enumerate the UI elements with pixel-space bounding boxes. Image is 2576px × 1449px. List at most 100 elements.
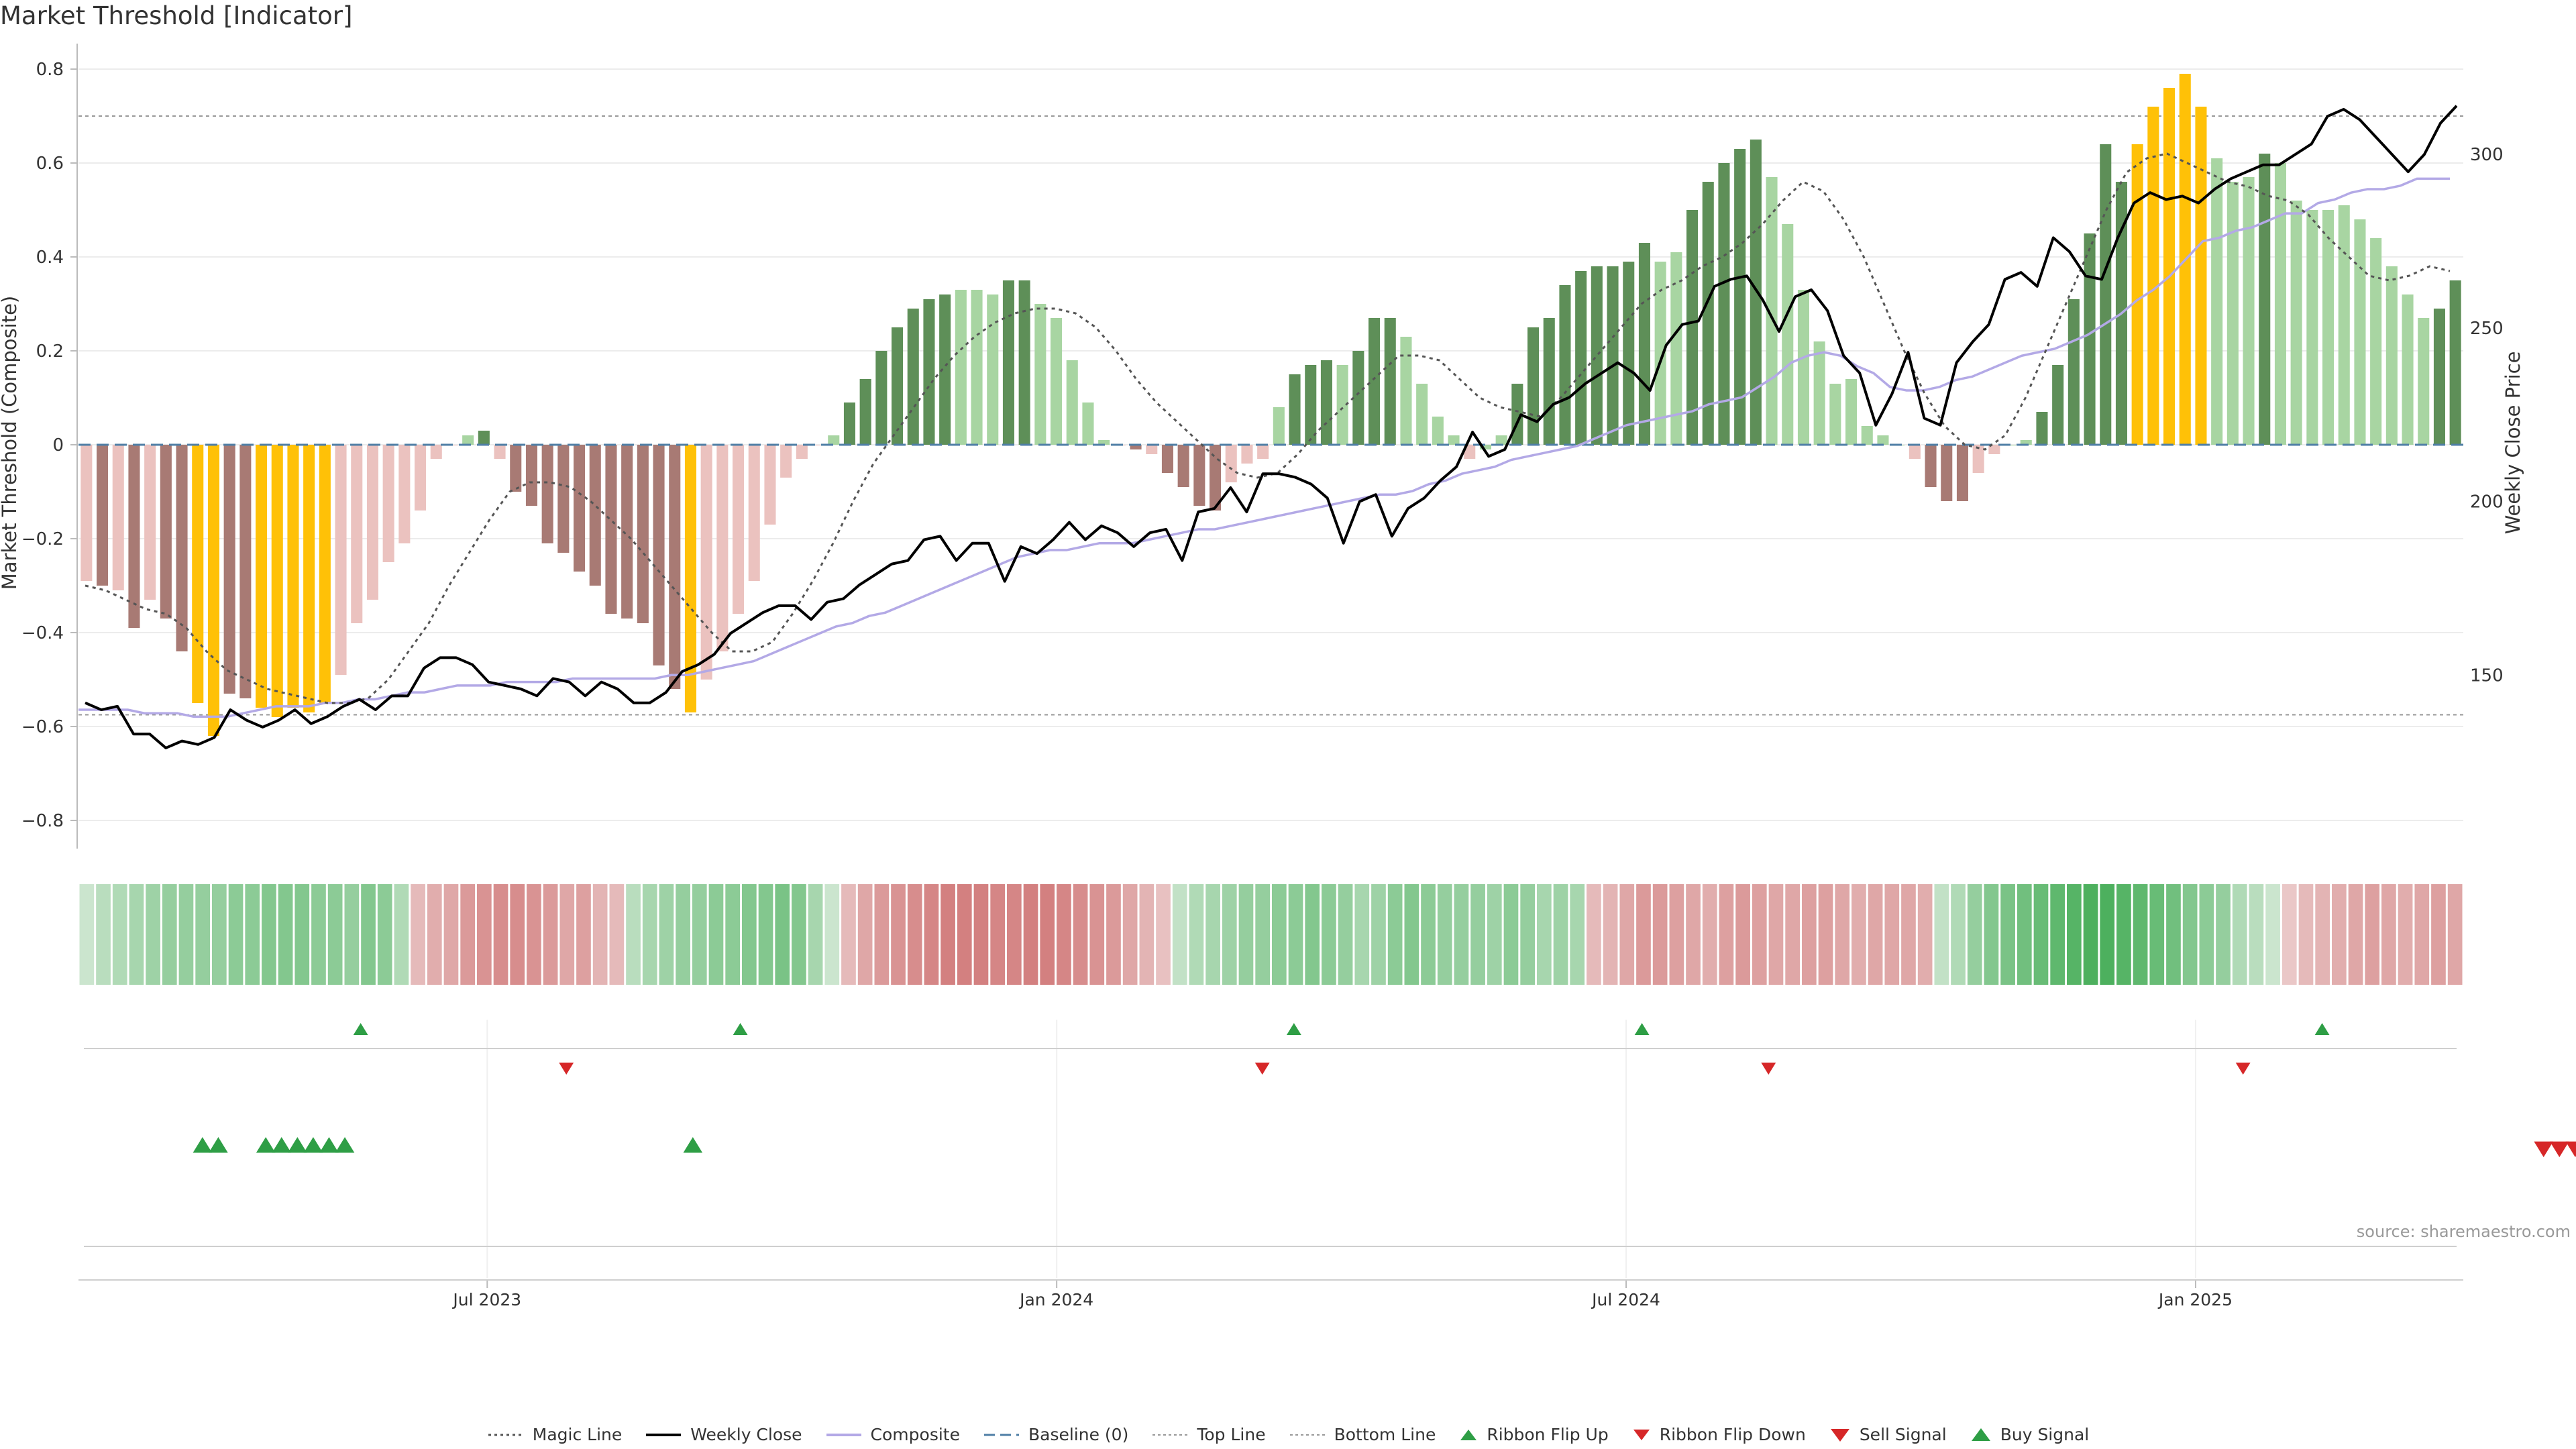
composite-bar xyxy=(478,431,490,445)
composite-bar xyxy=(780,445,792,478)
ribbon-cell xyxy=(874,884,890,985)
composite-bar xyxy=(2147,107,2159,445)
ribbon-cell xyxy=(411,884,425,985)
ribbon-cell xyxy=(1603,884,1618,985)
ribbon-cell xyxy=(1172,884,1187,985)
ribbon-cell xyxy=(824,884,840,985)
ribbon-cell xyxy=(1487,884,1502,985)
ribbon-cell xyxy=(344,884,360,985)
ribbon-flip-down-marker xyxy=(1254,1063,1270,1075)
ribbon-cell xyxy=(576,884,591,985)
composite-bar xyxy=(1972,445,1984,473)
buy-triangle-icon xyxy=(1971,1428,1990,1441)
ribbon-cell xyxy=(2348,884,2363,985)
legend-item-baseline: Baseline (0) xyxy=(983,1425,1128,1444)
composite-bar xyxy=(1479,445,1491,449)
ribbon-cell xyxy=(2365,884,2380,985)
ribbon-cell xyxy=(2067,884,2082,985)
gridlines xyxy=(78,68,2463,821)
ribbon-cell xyxy=(676,884,690,985)
ribbon-cell xyxy=(957,884,972,985)
ribbon-cell xyxy=(857,884,873,985)
composite-bar xyxy=(2036,412,2048,445)
legend-item-bottom-line: Bottom Line xyxy=(1289,1425,1436,1444)
legend-label: Weekly Close xyxy=(690,1425,802,1444)
composite-bar xyxy=(1686,210,1699,445)
weekly-close-line xyxy=(85,105,2458,749)
sell-signal-marker xyxy=(2549,1141,2569,1157)
ribbon-cell xyxy=(725,884,740,985)
buy-signal-marker xyxy=(272,1137,292,1153)
buy-signal-marker xyxy=(288,1137,307,1153)
buy-signal-marker xyxy=(319,1137,339,1153)
composite-bar xyxy=(1320,360,1332,445)
composite-bar xyxy=(2322,210,2334,445)
ribbon-cell xyxy=(2431,884,2446,985)
ribbon-cell xyxy=(1570,884,1585,985)
ribbon-cell xyxy=(1503,884,1519,985)
ribbon-cell xyxy=(2332,884,2347,985)
composite-bar xyxy=(796,445,808,459)
ribbon-cell xyxy=(659,884,674,985)
ribbon-cell xyxy=(2216,884,2231,985)
composite-bar xyxy=(2052,365,2064,445)
composite-bar xyxy=(2385,266,2398,445)
composite-bar xyxy=(1988,445,2000,454)
composite-bar xyxy=(1623,262,1635,445)
composite-bar xyxy=(1130,445,1142,449)
ribbon-cell xyxy=(543,884,558,985)
ribbon-cell xyxy=(626,884,641,985)
composite-bar xyxy=(510,445,522,492)
ribbon-cell xyxy=(1884,884,1900,985)
buy-signal-marker xyxy=(683,1137,703,1153)
ribbon-cell xyxy=(1139,884,1155,985)
ribbon-cell xyxy=(924,884,939,985)
y-tick-label-right: 150 xyxy=(2470,665,2504,686)
ribbon-cell xyxy=(1587,884,1601,985)
y-tick-label-right: 200 xyxy=(2470,492,2504,513)
composite-bar xyxy=(351,445,363,623)
composite-bar xyxy=(2449,280,2461,445)
composite-bar xyxy=(80,445,93,581)
composite-bar xyxy=(335,445,347,675)
ribbon-cell xyxy=(1255,884,1270,985)
y-tick-label-right: 300 xyxy=(2470,145,2504,165)
composite-bar xyxy=(1464,445,1476,459)
ribbon-cell xyxy=(2265,884,2280,985)
composite-bar xyxy=(1607,266,1619,445)
weekly-close-swatch-icon xyxy=(646,1433,682,1436)
composite-bar xyxy=(1956,445,1968,501)
ribbon-cell xyxy=(1520,884,1535,985)
composite-bar xyxy=(764,445,776,525)
composite-bar xyxy=(1098,440,1110,445)
composite-bar xyxy=(923,299,935,445)
buy-signal-marker xyxy=(335,1137,355,1153)
ribbon-cell xyxy=(1189,884,1204,985)
ribbon-flip-down-marker xyxy=(2235,1063,2251,1075)
ribbon-cell xyxy=(278,884,293,985)
composite-bar xyxy=(1352,351,1364,445)
composite-bar xyxy=(525,445,537,506)
ribbon-cell xyxy=(1967,884,1982,985)
ribbon-cell xyxy=(1802,884,1817,985)
ribbon-cell xyxy=(1851,884,1866,985)
ribbon-cell xyxy=(1470,884,1485,985)
legend: Magic Line Weekly Close Composite Baseli… xyxy=(0,1425,2576,1444)
composite-bar xyxy=(748,445,760,581)
composite-bar xyxy=(1543,318,1555,445)
ribbon-cell xyxy=(1404,884,1419,985)
ribbon-cell xyxy=(1934,884,1949,985)
ribbon-cell xyxy=(907,884,922,985)
legend-label: Ribbon Flip Down xyxy=(1659,1425,1806,1444)
y-axis-label-right: Weekly Close Price xyxy=(2502,352,2524,535)
composite-bar xyxy=(192,445,204,703)
legend-label: Top Line xyxy=(1197,1425,1266,1444)
composite-bar xyxy=(637,445,649,623)
ribbon-cell xyxy=(2199,884,2214,985)
composite-line xyxy=(78,177,2450,718)
composite-bar xyxy=(1034,304,1046,445)
ribbon-cell xyxy=(2033,884,2049,985)
composite-bar xyxy=(574,445,586,572)
buy-signal-marker xyxy=(256,1137,276,1153)
composite-bar xyxy=(669,445,681,689)
